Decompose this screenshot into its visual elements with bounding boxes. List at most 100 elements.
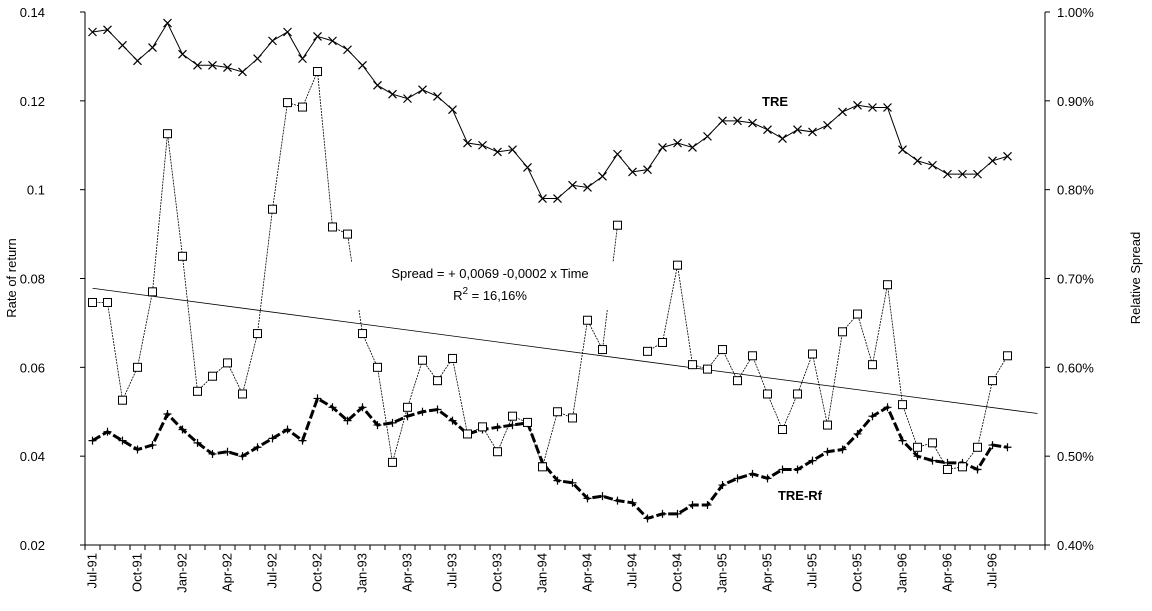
square-marker: [313, 67, 322, 77]
plus-marker: [358, 403, 367, 412]
plus-marker: [763, 474, 772, 483]
square-marker: [613, 220, 622, 230]
plus-marker: [733, 474, 742, 483]
x-marker: [793, 125, 802, 135]
square-marker: [238, 389, 247, 399]
plus-marker: [778, 465, 787, 474]
x-tick-label: Apr-92: [220, 553, 235, 592]
x-tick-label: Apr-94: [580, 553, 595, 592]
square-marker: [868, 360, 877, 370]
x-marker: [868, 103, 877, 112]
r2-part: = 16,16%: [468, 288, 527, 303]
square-marker: [688, 360, 697, 370]
plus-marker: [448, 416, 457, 425]
x-tick-label: Oct-93: [490, 553, 505, 592]
x-tick-label: Jan-93: [355, 553, 370, 593]
x-tick-label: Jan-94: [535, 553, 550, 593]
plus-marker: [433, 405, 442, 414]
x-marker: [583, 183, 592, 192]
x-tick-label: Jul-92: [265, 553, 280, 588]
plus-marker: [793, 465, 802, 474]
x-marker: [748, 118, 757, 128]
x-marker: [703, 131, 712, 141]
plus-marker: [868, 412, 877, 421]
x-marker: [733, 116, 742, 126]
x-marker: [103, 25, 112, 35]
x-marker: [373, 80, 382, 90]
square-marker: [178, 251, 187, 261]
plus-marker: [598, 492, 607, 501]
series-label: TRE-Rf: [778, 488, 823, 503]
plus-marker: [703, 501, 712, 510]
x-marker: [883, 103, 892, 112]
square-marker: [343, 229, 352, 239]
square-marker: [568, 413, 577, 423]
x-marker: [898, 145, 907, 155]
plus-marker: [613, 496, 622, 505]
plus-marker: [238, 452, 247, 461]
square-marker: [643, 346, 652, 356]
equation-annotation: Spread = + 0,0069 -0,0002 x Time: [391, 266, 588, 281]
x-marker: [598, 171, 607, 181]
plus-marker: [568, 478, 577, 487]
x-marker: [1003, 151, 1012, 161]
r2-part: 2: [462, 286, 468, 297]
plus-marker: [718, 481, 727, 490]
square-marker: [448, 353, 457, 363]
plus-marker: [223, 447, 232, 456]
x-marker: [223, 63, 232, 72]
series-line: [91, 396, 1008, 521]
square-marker: [748, 351, 757, 361]
x-marker: [628, 167, 637, 177]
x-tick-label: Jul-93: [445, 553, 460, 588]
plus-marker: [328, 403, 337, 412]
x-tick-label: Jan-92: [175, 553, 190, 593]
x-tick-label: Apr-95: [760, 553, 775, 592]
x-marker: [478, 140, 487, 150]
series: [88, 394, 1012, 523]
x-marker: [118, 40, 127, 50]
square-marker: [673, 260, 682, 270]
plus-marker: [163, 409, 172, 418]
series-line: [92, 22, 1008, 200]
x-marker: [763, 125, 772, 135]
square-marker: [493, 447, 502, 457]
plus-marker: [268, 434, 277, 443]
x-marker: [673, 138, 682, 148]
x-marker: [958, 169, 967, 179]
x-marker: [388, 89, 397, 99]
plus-marker: [313, 394, 322, 403]
r2-annotation: R2 = 16,16%: [453, 286, 527, 303]
square-marker: [418, 355, 427, 365]
plus-marker: [388, 418, 397, 427]
x-marker: [133, 56, 142, 66]
y2-tick-label: 0.40%: [1057, 538, 1094, 553]
y-tick-label: 0.12: [20, 94, 45, 109]
x-marker: [523, 163, 532, 172]
y-axis-title: Rate of return: [4, 238, 19, 318]
square-marker: [763, 389, 772, 399]
x-marker: [493, 147, 502, 157]
square-marker: [883, 280, 892, 290]
x-marker: [988, 156, 997, 166]
square-marker: [433, 376, 442, 386]
square-marker: [163, 129, 172, 139]
plus-marker: [418, 407, 427, 416]
plus-marker: [88, 436, 97, 445]
square-marker: [838, 327, 847, 337]
plus-marker: [658, 509, 667, 518]
x-marker: [928, 160, 937, 170]
square-marker: [898, 400, 907, 410]
x-marker: [178, 49, 187, 59]
square-marker: [988, 376, 997, 386]
x-tick-label: Jul-91: [85, 553, 100, 588]
x-marker: [433, 91, 442, 101]
square-marker: [598, 345, 607, 355]
x-marker: [553, 194, 562, 203]
plus-marker: [628, 498, 637, 507]
plus-marker: [508, 421, 517, 430]
plus-marker: [178, 425, 187, 434]
x-marker: [913, 156, 922, 166]
square-marker: [463, 429, 472, 439]
y-tick-label: 0.14: [20, 5, 45, 20]
